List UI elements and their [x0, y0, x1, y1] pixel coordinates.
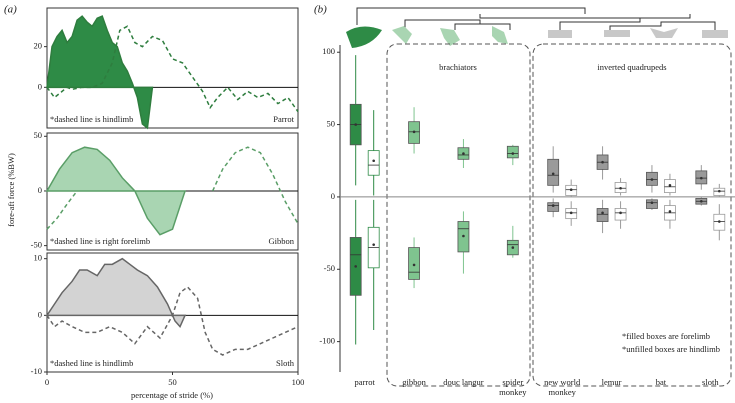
mean	[569, 211, 573, 215]
mean	[668, 184, 672, 187]
subplot-note: *dashed line is hindlimb	[50, 114, 133, 124]
mean	[601, 211, 604, 215]
x-tick-label: 100	[292, 377, 305, 387]
y-tick-label: 0	[38, 185, 42, 195]
box	[596, 208, 609, 222]
group-label: inverted quadrupeds	[597, 62, 666, 72]
quadruped-icons	[548, 28, 728, 38]
mean	[718, 220, 721, 223]
x-tick-label: new world monkey	[544, 377, 581, 397]
box	[367, 150, 380, 176]
mean	[412, 130, 416, 134]
subplot-label: Sloth	[276, 358, 295, 368]
mean	[619, 211, 622, 215]
box	[506, 145, 519, 159]
parrot-icon	[346, 26, 382, 48]
mean	[569, 188, 573, 191]
brachiator-icons	[392, 26, 508, 46]
box	[408, 247, 420, 280]
mean	[619, 186, 622, 190]
panel-label: (a)	[4, 4, 17, 16]
x-axis-label: percentage of stride (%)	[131, 390, 213, 400]
phylogeny	[356, 7, 716, 30]
y-tick-label: 100	[322, 46, 335, 56]
mean	[511, 152, 515, 155]
y-tick-label: 0	[38, 81, 42, 91]
subplot-frame	[46, 7, 299, 129]
mean	[412, 263, 416, 267]
mean	[551, 172, 555, 176]
note: *filled boxes are forelimb	[622, 331, 710, 341]
panel-label: (b)	[314, 4, 327, 16]
y-tick-label: -50	[31, 240, 42, 250]
mean	[650, 178, 654, 181]
y-tick-label: 20	[34, 41, 43, 51]
mean	[650, 201, 654, 205]
group-box	[532, 43, 732, 387]
subplot-note: *dashed line is right forelimb	[50, 236, 150, 246]
area-line	[46, 15, 154, 130]
y-axis-label: fore-aft force (%BW)	[6, 153, 16, 227]
mean	[511, 246, 515, 249]
x-tick-label: sloth	[702, 377, 719, 387]
box	[547, 202, 560, 212]
mean	[718, 189, 721, 193]
note: *unfilled boxes are hindlimb	[622, 344, 720, 354]
group-label: brachiators	[439, 62, 477, 72]
mean	[700, 199, 703, 203]
x-tick-label: spider monkey	[499, 377, 527, 397]
area-line	[45, 146, 187, 236]
y-tick-label: 10	[34, 253, 43, 263]
x-tick-label: gibbon	[402, 377, 426, 387]
box	[547, 158, 560, 186]
mean	[668, 210, 672, 213]
x-tick-label: 0	[45, 377, 49, 387]
line	[46, 146, 299, 230]
mean	[354, 123, 357, 126]
mean	[462, 152, 465, 155]
x-tick-label: bat	[655, 377, 667, 387]
mean	[372, 243, 375, 246]
x-tick-label: douc langur	[443, 377, 484, 387]
box	[614, 208, 627, 221]
mean	[372, 159, 375, 163]
mean	[462, 234, 465, 238]
y-tick-label: -10	[31, 366, 42, 376]
y-tick-label: 0	[331, 191, 335, 201]
y-tick-label: 0	[38, 309, 42, 319]
line	[46, 285, 299, 356]
y-tick-label: -100	[319, 336, 335, 346]
subplot-label: Gibbon	[269, 236, 295, 246]
x-tick-label: lemur	[601, 377, 622, 387]
y-tick-label: 50	[34, 130, 43, 140]
box	[646, 199, 658, 209]
mean	[700, 176, 703, 180]
x-tick-label: 50	[168, 377, 177, 387]
y-tick-label: 50	[327, 119, 336, 129]
group-box	[386, 43, 531, 387]
line	[46, 25, 299, 113]
mean	[601, 160, 604, 164]
subplot-label: Parrot	[273, 114, 294, 124]
y-tick-label: -50	[324, 263, 335, 273]
mean	[354, 265, 357, 268]
area-line	[45, 257, 187, 329]
subplot-note: *dashed line is hindlimb	[50, 358, 133, 368]
mean	[551, 204, 555, 207]
x-tick-label: parrot	[354, 377, 375, 387]
